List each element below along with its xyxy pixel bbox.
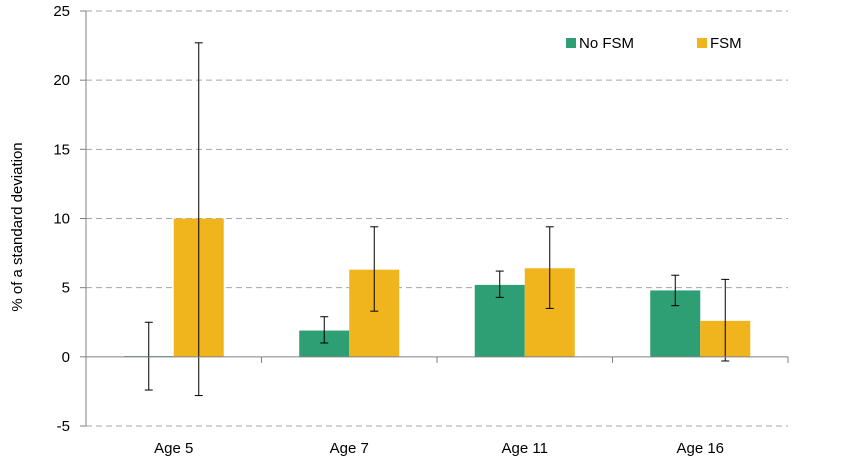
x-tick-label: Age 7 [330,440,369,457]
gridlines [86,10,788,427]
y-axis-title: % of a standard deviation [9,142,26,311]
y-tick-labels: -5 0 5 10 15 20 25 [53,3,70,435]
legend-label: No FSM [579,35,634,52]
x-tick-labels: Age 5 Age 7 Age 11 Age 16 [154,440,724,457]
legend-swatch [697,38,707,48]
legend-label: FSM [710,35,742,52]
y-tick-label: 25 [53,3,70,20]
x-tick-label: Age 11 [502,440,548,457]
y-tick-label: -5 [57,418,70,435]
y-tick-label: 20 [53,72,70,89]
legend-swatch [566,38,576,48]
error-bars [144,42,730,397]
x-tick-label: Age 5 [154,440,193,457]
axes [80,10,789,427]
y-tick-label: 5 [62,280,70,297]
y-tick-label: 0 [62,349,70,366]
y-tick-label: 15 [53,141,70,158]
y-tick-label: 10 [53,211,70,228]
legend: No FSM FSM [566,35,742,52]
x-tick-label: Age 16 [676,440,724,457]
